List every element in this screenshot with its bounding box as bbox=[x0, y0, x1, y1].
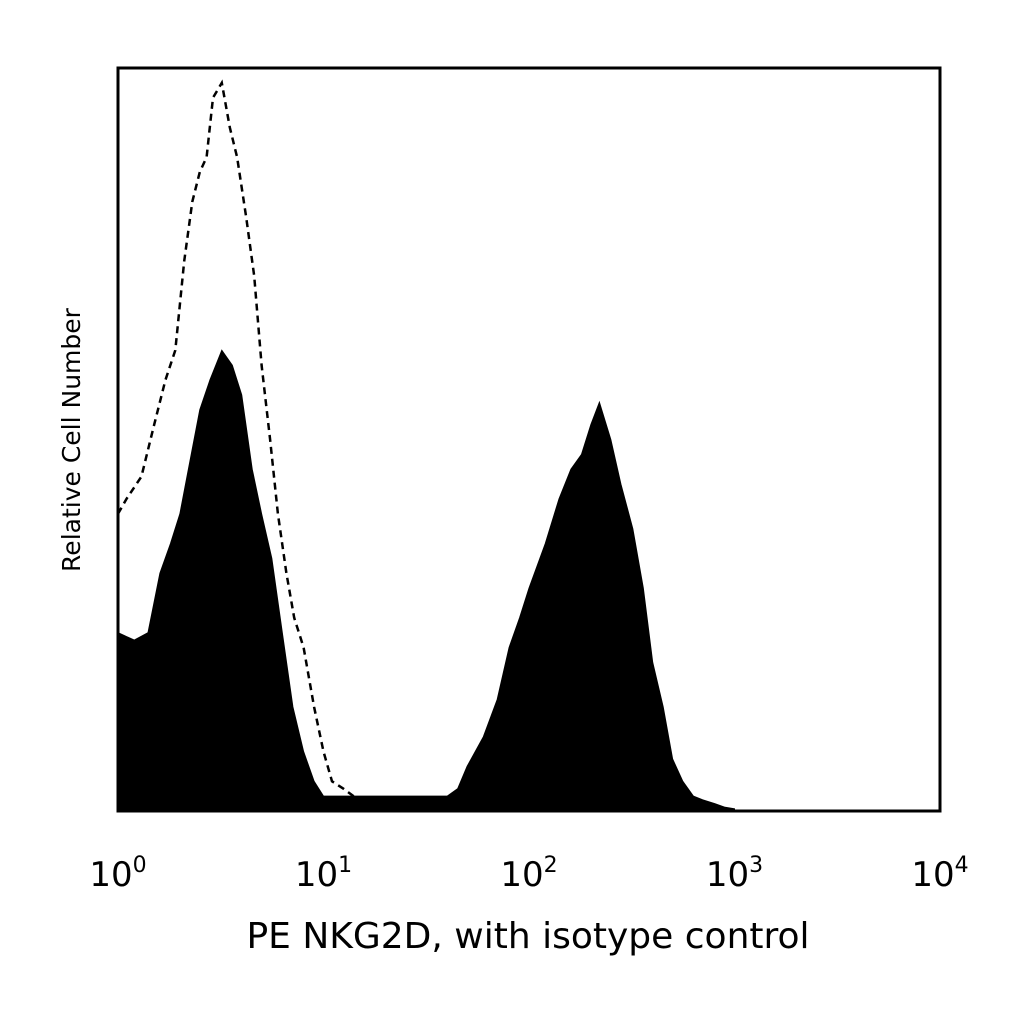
x-tick-label: 102 bbox=[500, 853, 557, 895]
x-tick-label: 103 bbox=[706, 853, 763, 895]
series-layer bbox=[116, 79, 735, 812]
x-tick-label: 101 bbox=[295, 853, 352, 895]
x-tick-labels: 100 101 102 103 104 bbox=[89, 853, 968, 895]
plot-frame bbox=[116, 66, 942, 813]
nkg2d-filled-histogram bbox=[117, 349, 735, 812]
x-tick-label: 100 bbox=[89, 853, 146, 895]
x-axis-title: PE NKG2D, with isotype control bbox=[246, 916, 809, 957]
x-tick-label: 104 bbox=[911, 853, 968, 895]
y-axis-title: Relative Cell Number bbox=[57, 307, 86, 572]
